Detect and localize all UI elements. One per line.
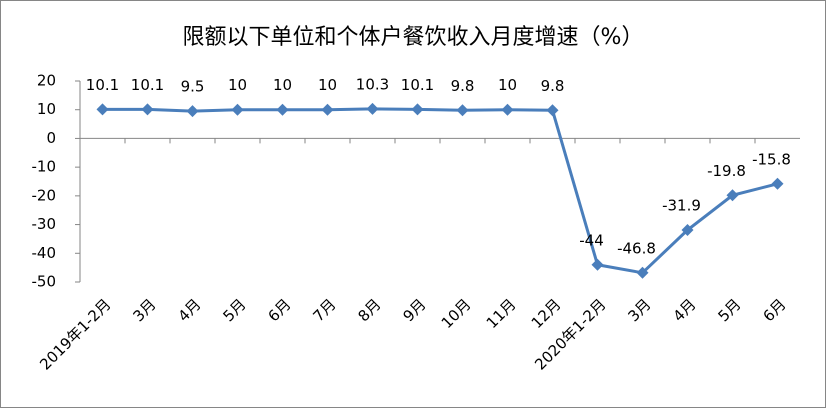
data-label: 9.8 xyxy=(451,77,475,95)
y-tick-label: -50 xyxy=(32,273,57,291)
data-label: 10 xyxy=(228,76,247,94)
marker xyxy=(276,103,289,116)
data-label: -46.8 xyxy=(617,239,656,257)
marker xyxy=(636,266,649,279)
data-label: 10.3 xyxy=(356,75,389,93)
y-tick-label: -30 xyxy=(32,215,57,233)
marker xyxy=(456,104,469,117)
marker xyxy=(501,103,514,116)
chart-title: 限额以下单位和个体户餐饮收入月度增速（%） xyxy=(183,25,644,50)
marker xyxy=(141,103,154,116)
y-tick-label: -10 xyxy=(32,158,57,176)
marker xyxy=(546,104,559,117)
data-label: 10 xyxy=(498,76,517,94)
data-label: 10 xyxy=(273,76,292,94)
marker xyxy=(411,103,424,116)
data-label: 10 xyxy=(318,76,337,94)
data-label: -19.8 xyxy=(707,162,746,180)
marker xyxy=(366,102,379,115)
data-label: 10.1 xyxy=(86,76,119,94)
data-label: 9.5 xyxy=(181,78,205,96)
data-label: -15.8 xyxy=(752,150,791,168)
y-tick-label: 0 xyxy=(46,129,56,147)
marker xyxy=(186,105,199,118)
y-tick-label: -40 xyxy=(32,244,57,262)
marker xyxy=(321,103,334,116)
line xyxy=(102,107,778,275)
y-tick-label: -20 xyxy=(32,186,57,204)
data-label: -44 xyxy=(579,231,604,249)
data-label: -31.9 xyxy=(662,197,701,215)
y-tick-label: 10 xyxy=(37,100,56,118)
data-label: 10.1 xyxy=(131,76,164,94)
y-tick-label: 20 xyxy=(37,72,56,90)
marker xyxy=(681,224,694,237)
marker xyxy=(96,103,109,116)
data-label: 10.1 xyxy=(401,76,434,94)
marker xyxy=(591,258,604,271)
marker xyxy=(726,189,739,202)
marker xyxy=(771,177,784,190)
data-label: 9.8 xyxy=(541,77,565,95)
marker xyxy=(231,103,244,116)
